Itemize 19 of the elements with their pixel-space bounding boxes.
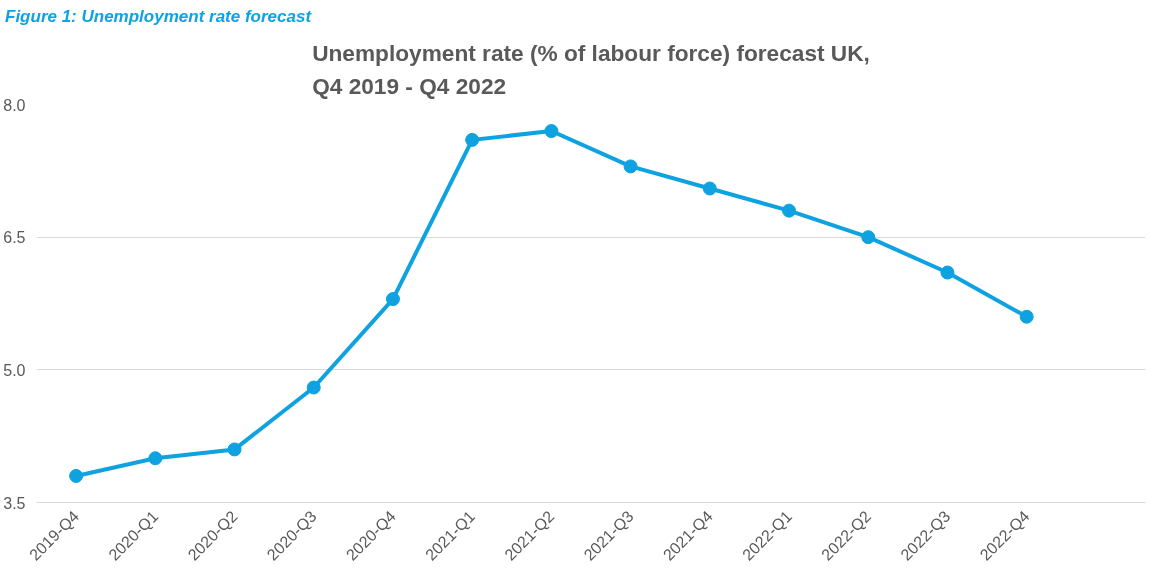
point <box>465 132 480 147</box>
point <box>702 181 717 196</box>
y-tick-label: 3.5 <box>3 494 26 512</box>
point <box>544 124 559 139</box>
point <box>861 230 876 245</box>
point <box>782 203 797 218</box>
point <box>148 451 163 466</box>
point <box>1019 309 1034 324</box>
point <box>940 265 955 280</box>
point <box>623 159 638 174</box>
point <box>69 468 84 483</box>
y-tick-label: 6.5 <box>3 229 26 247</box>
point <box>385 292 400 307</box>
point <box>306 380 321 395</box>
caption: Figure 1: Unemployment rate forecast <box>5 6 312 28</box>
point <box>227 442 242 457</box>
y-tick-label: 5.0 <box>3 361 26 379</box>
y-tick-label: 8.0 <box>3 96 26 114</box>
chart-title: Unemployment rate (% of labour force) forecast UK, Q4 2019 - Q4 2022 <box>312 39 870 100</box>
